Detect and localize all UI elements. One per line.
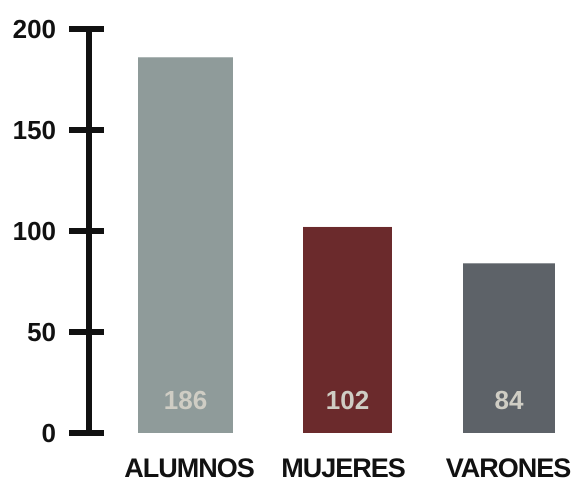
bar-alumnos	[138, 57, 233, 433]
category-label: ALUMNOS	[124, 453, 254, 482]
bar-varones	[463, 263, 555, 433]
bar-mujeres	[303, 226, 392, 433]
y-tick-label: 200	[13, 14, 56, 44]
y-tick-label: 50	[27, 317, 56, 347]
bar-value-label: 84	[495, 385, 524, 415]
y-tick-label: 0	[42, 418, 56, 448]
bar-value-label: 186	[164, 385, 207, 415]
category-labels: ALUMNOS MUJERES VARONES	[124, 453, 571, 482]
y-tick-label: 150	[13, 115, 56, 145]
category-label: VARONES	[446, 453, 571, 482]
y-axis-ticks: 0 50 100 150 200	[13, 14, 104, 448]
bars-group: 186 102 84	[138, 57, 555, 433]
bar-value-label: 102	[326, 385, 369, 415]
y-tick-label: 100	[13, 216, 56, 246]
category-label: MUJERES	[281, 453, 405, 482]
